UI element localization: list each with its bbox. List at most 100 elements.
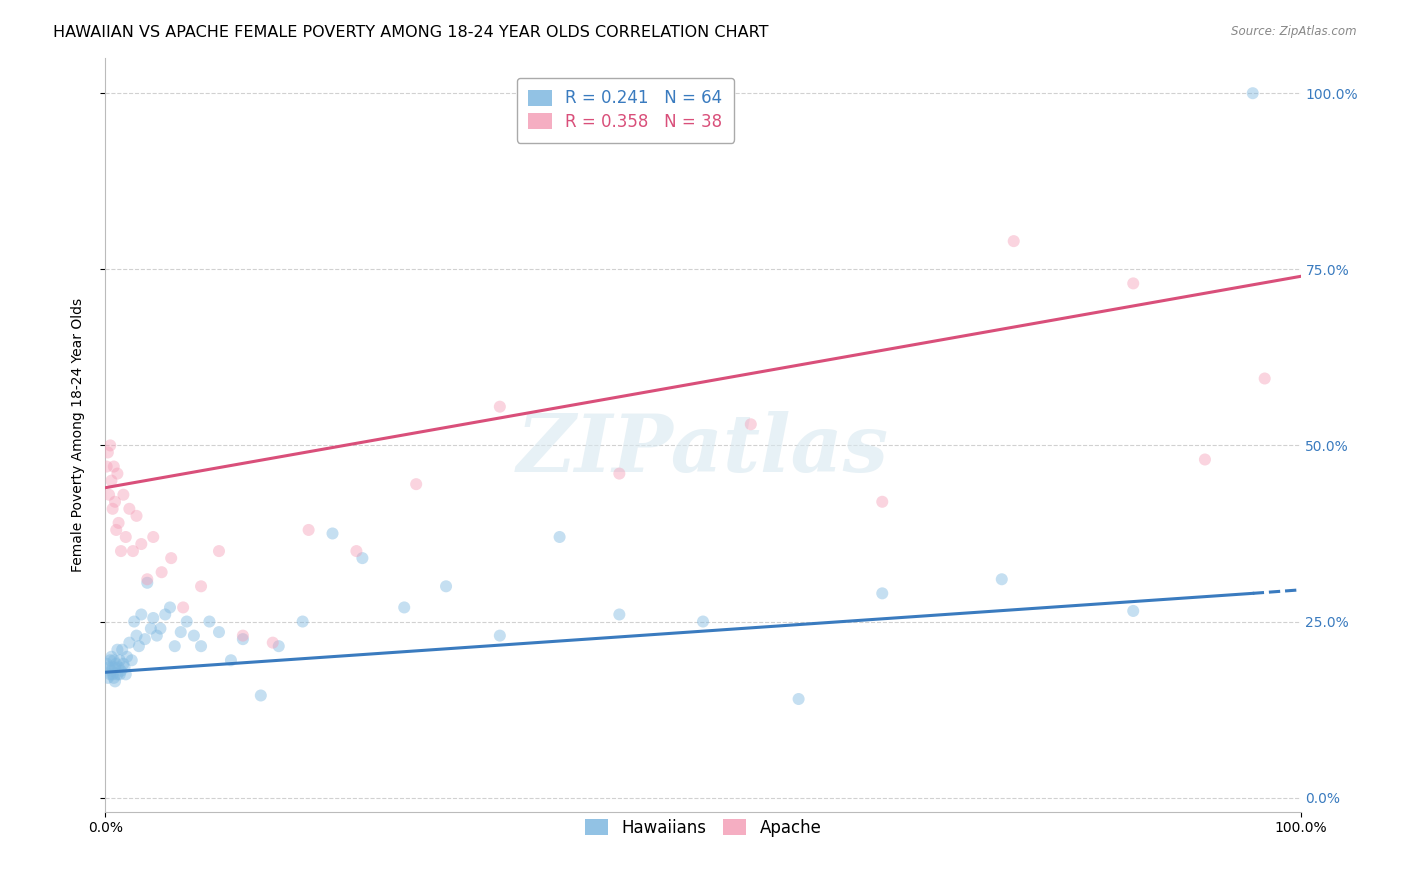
Point [100,664,122,678]
Point [114,660,136,674]
Point [136,575,159,590]
Point [112,657,135,671]
Point [114,667,136,681]
Point [392,600,416,615]
Point [1241,86,1264,100]
Point [1122,277,1144,291]
Point [740,417,762,432]
Point [262,635,284,649]
Point [405,477,427,491]
Point [153,607,177,622]
Point [108,653,131,667]
Point [872,586,894,600]
Point [104,660,127,674]
Point [107,660,129,674]
Point [122,544,145,558]
Y-axis label: Female Poverty Among 18-24 Year Olds: Female Poverty Among 18-24 Year Olds [70,298,84,572]
Text: ZIPatlas: ZIPatlas [517,411,889,489]
Point [149,622,172,636]
Point [291,615,314,629]
Point [125,508,148,523]
Point [1194,452,1216,467]
Legend: Hawaiians, Apache: Hawaiians, Apache [576,810,830,845]
Point [170,625,193,640]
Point [110,544,132,558]
Point [98,653,121,667]
Point [142,611,165,625]
Point [100,649,122,664]
Point [105,523,128,537]
Point [103,459,125,474]
Point [607,467,630,481]
Point [134,632,156,647]
Point [128,639,150,653]
Point [110,664,132,678]
Point [98,438,121,452]
Point [208,625,231,640]
Point [250,689,273,703]
Point [159,600,181,615]
Point [104,495,127,509]
Point [1002,234,1025,248]
Point [321,526,344,541]
Point [112,488,135,502]
Point [190,579,212,593]
Point [160,551,183,566]
Point [101,667,124,681]
Point [107,642,129,657]
Point [114,530,136,544]
Point [548,530,571,544]
Point [787,692,810,706]
Point [1122,604,1144,618]
Point [108,667,131,681]
Point [122,615,145,629]
Point [183,629,205,643]
Point [136,572,159,586]
Point [107,467,129,481]
Point [107,516,129,530]
Point [98,660,121,674]
Point [208,544,231,558]
Point [107,667,129,681]
Text: HAWAIIAN VS APACHE FEMALE POVERTY AMONG 18-24 YEAR OLDS CORRELATION CHART: HAWAIIAN VS APACHE FEMALE POVERTY AMONG … [53,25,769,40]
Point [190,639,212,653]
Point [97,445,120,459]
Point [129,537,153,551]
Point [96,657,118,671]
Point [103,671,125,685]
Point [219,653,242,667]
Point [139,622,162,636]
Point [1254,371,1277,385]
Point [96,459,118,474]
Point [489,629,512,643]
Point [105,657,128,671]
Point [101,501,124,516]
Point [98,488,121,502]
Point [118,635,141,649]
Point [101,660,124,674]
Point [872,495,894,509]
Point [172,600,194,615]
Point [990,572,1012,586]
Point [129,607,153,622]
Point [115,649,138,664]
Point [267,639,290,653]
Point [232,629,254,643]
Point [125,629,148,643]
Point [118,501,141,516]
Point [176,615,198,629]
Point [97,671,120,685]
Point [111,642,134,657]
Point [150,565,173,579]
Point [489,400,512,414]
Point [121,653,143,667]
Point [434,579,457,593]
Point [103,653,125,667]
Point [298,523,321,537]
Point [198,615,221,629]
Point [346,544,368,558]
Point [104,674,127,689]
Point [100,474,122,488]
Point [98,667,121,681]
Point [142,530,165,544]
